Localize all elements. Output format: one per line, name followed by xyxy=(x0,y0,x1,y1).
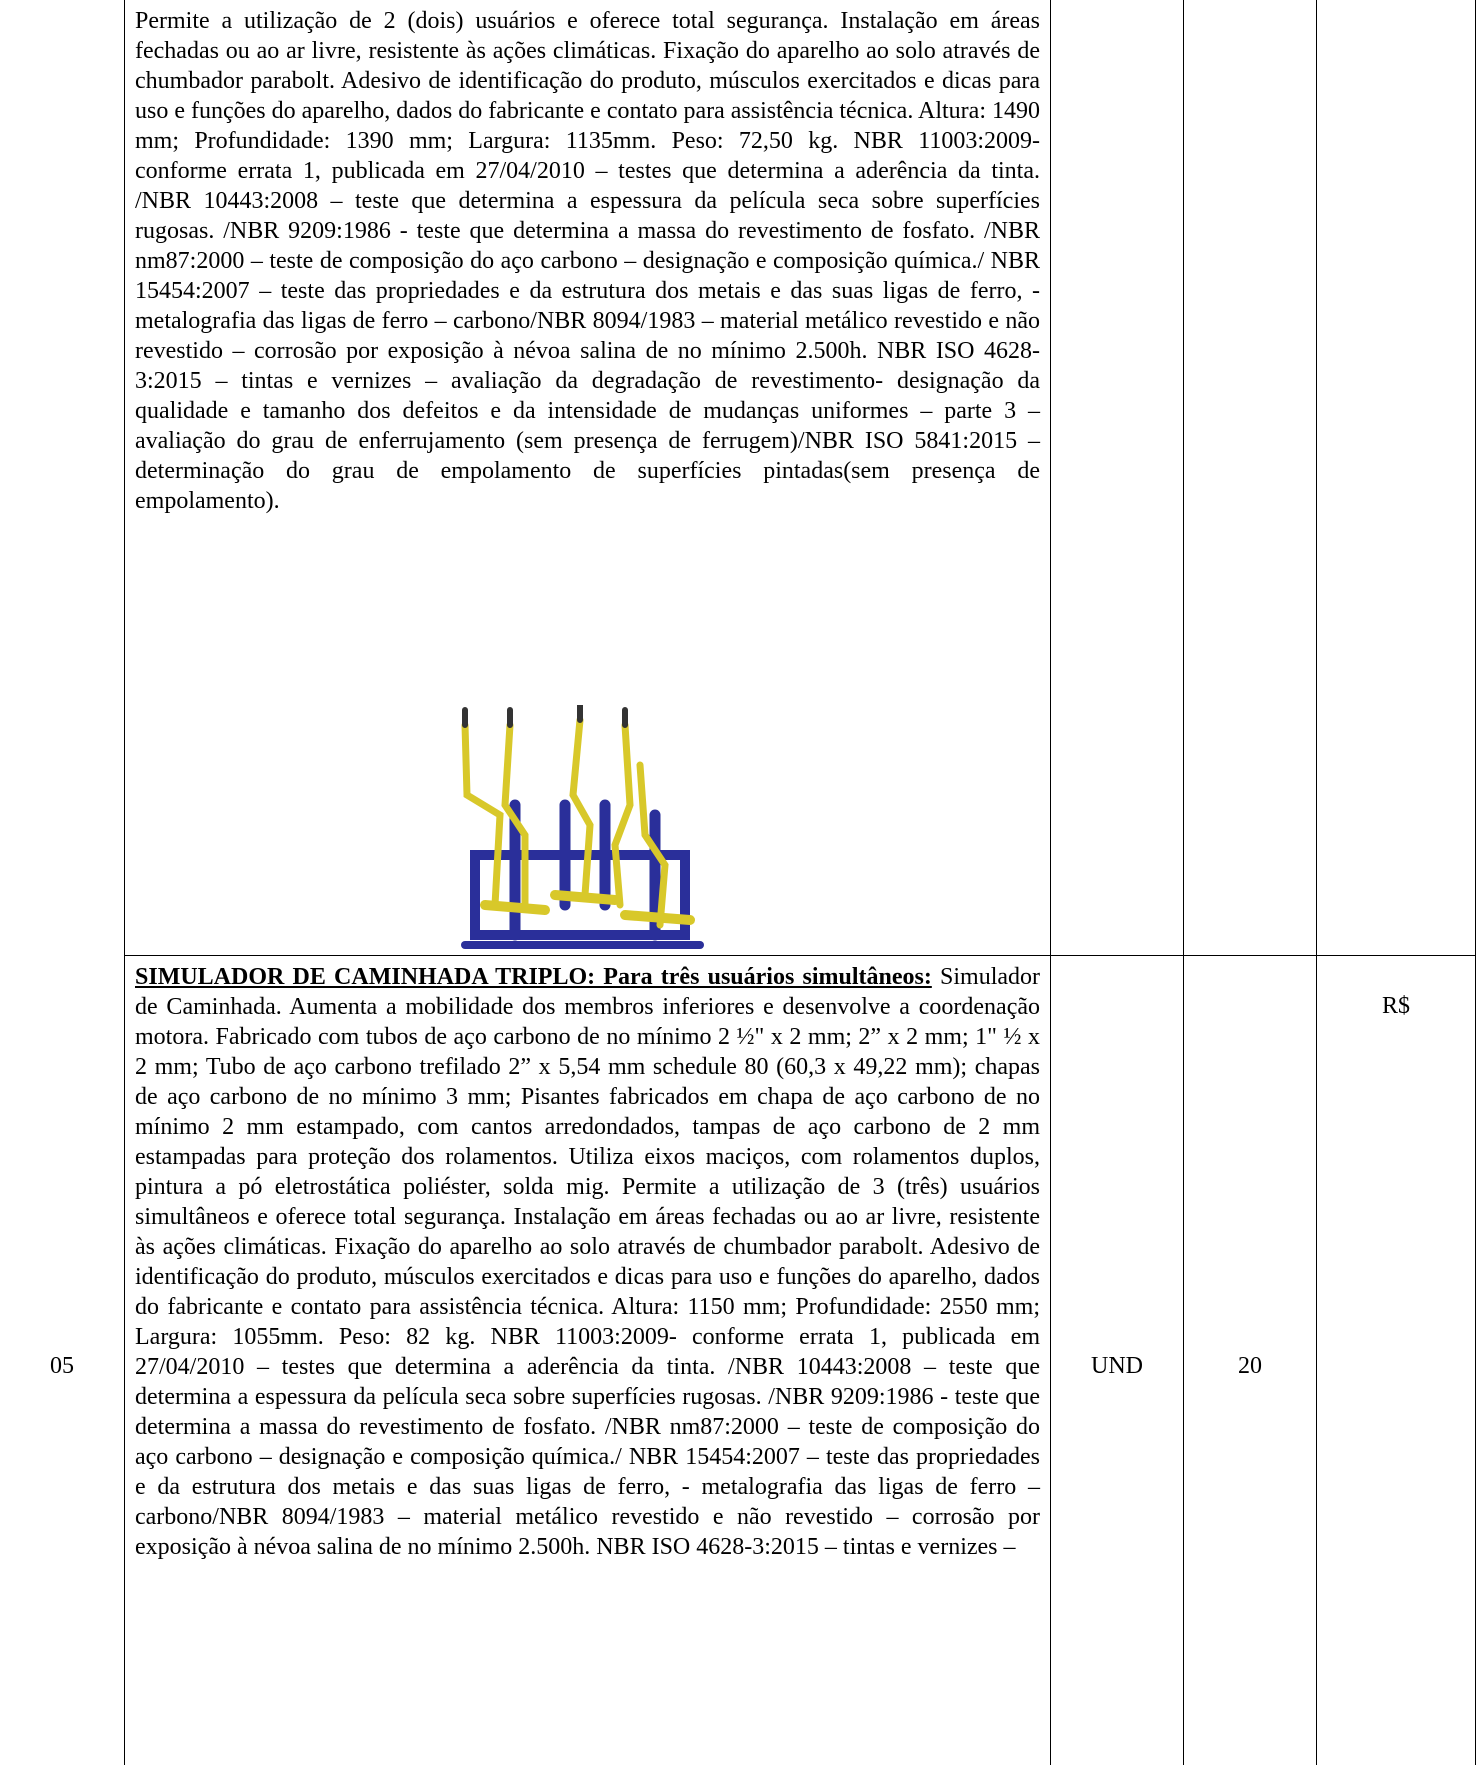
border xyxy=(1316,0,1317,1765)
description: SIMULADOR DE CAMINHADA TRIPLO: Para três… xyxy=(135,962,1040,1562)
description-text: Simulador de Caminhada. Aumenta a mobili… xyxy=(135,964,1041,1560)
unit: UND xyxy=(1091,1353,1143,1379)
border xyxy=(1183,0,1184,1765)
price: R$ xyxy=(1381,993,1410,1019)
border xyxy=(1050,0,1051,1765)
product-image xyxy=(461,705,704,949)
quantity: 20 xyxy=(1238,1353,1262,1379)
item-number: 05 xyxy=(50,1353,74,1379)
border xyxy=(124,0,125,1765)
item-title: SIMULADOR DE CAMINHADA TRIPLO: Para três… xyxy=(135,964,932,990)
border xyxy=(125,955,1476,956)
description: Permite a utilização de 2 (dois) usuário… xyxy=(135,8,1040,514)
